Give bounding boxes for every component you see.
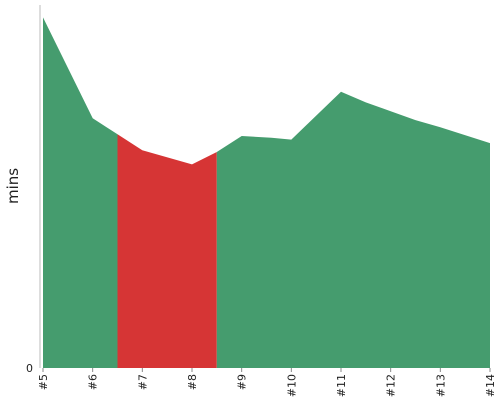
x-tick-label: #12 [385, 374, 398, 397]
area-series [43, 17, 491, 369]
x-tick-label: #10 [285, 374, 298, 397]
y-tick-label: 0 [26, 362, 33, 375]
x-tick-label: #8 [186, 374, 199, 390]
x-tick-label: #13 [434, 374, 447, 397]
x-tick-label: #14 [484, 374, 497, 397]
area-segment-3 [216, 91, 491, 369]
x-tick-label: #9 [236, 374, 249, 390]
x-tick-label: #7 [136, 374, 149, 390]
x-axis-ticks: #5 #6 #7 #8 #9 #10 #11 #12 #13 #14 [37, 368, 497, 397]
x-tick-label: #11 [335, 374, 348, 397]
y-axis-ticks: 0 [26, 362, 33, 375]
x-tick-label: #6 [87, 374, 100, 390]
area-segment-1 [43, 17, 118, 369]
x-tick-label: #5 [37, 374, 50, 390]
y-axis-title: mins [4, 168, 22, 204]
area-segment-2 [117, 134, 217, 368]
